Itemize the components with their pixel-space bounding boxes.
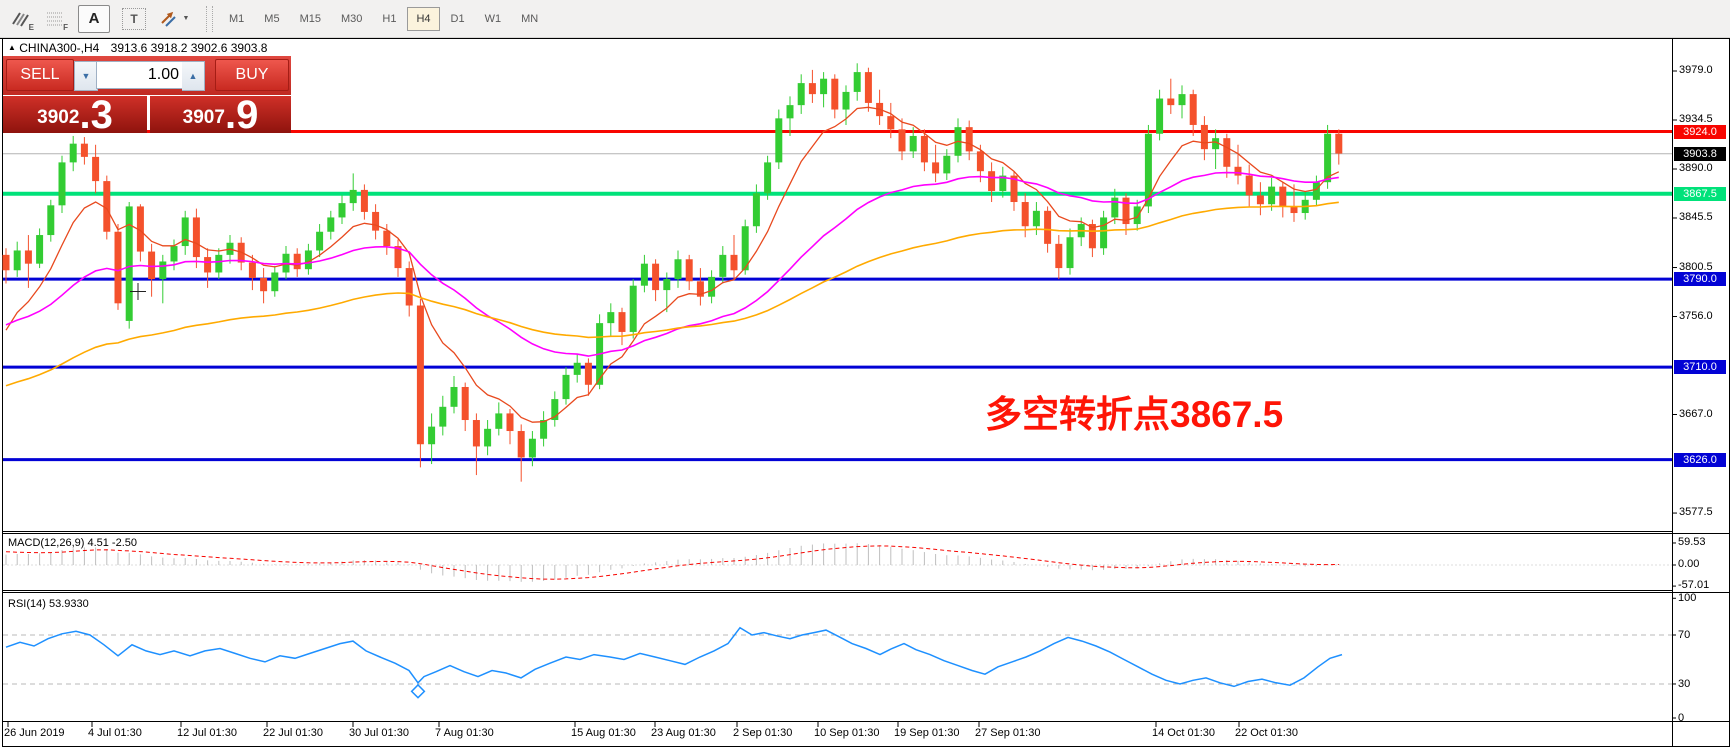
date-tick-27-Sep-01-30: 27 Sep 01:30: [975, 727, 1041, 739]
price-tick-3979.0: 3979.0: [1679, 64, 1713, 76]
date-tick-10-Sep-01-30: 10 Sep 01:30: [814, 727, 880, 739]
symbol-label: CHINA300-,H4: [19, 41, 100, 55]
timeframe-button-mn[interactable]: MN: [521, 12, 539, 25]
rsi-label: RSI(14) 53.9330: [8, 598, 89, 610]
date-tick-22-Jul-01-30: 22 Jul 01:30: [263, 727, 323, 739]
date-tick-2-Sep-01-30: 2 Sep 01:30: [733, 727, 793, 739]
collapse-triangle-icon[interactable]: ▲: [8, 43, 16, 52]
date-tick-22-Oct-01-30: 22 Oct 01:30: [1235, 727, 1298, 739]
trade-panel-top-row: SELL ▼ ▲ BUY: [3, 56, 291, 95]
price-tick-3845.5: 3845.5: [1679, 210, 1713, 223]
sell-price-display[interactable]: 3902 .3: [3, 93, 147, 137]
icon-sub-e: E: [28, 22, 34, 32]
timeframe-button-m5[interactable]: M5: [264, 12, 280, 25]
chart-title: ▲ CHINA300-,H4 3913.6 3918.2 3902.6 3903…: [8, 41, 267, 55]
price-badge-3867.5: 3867.5: [1674, 186, 1726, 201]
buy-price-int: 3907: [182, 107, 225, 128]
timeframe-button-m1[interactable]: M1: [229, 12, 245, 25]
date-tick-26-Jun-2019: 26 Jun 2019: [4, 727, 65, 739]
pattern-e-icon[interactable]: E: [8, 7, 34, 32]
date-tick-7-Aug-01-30: 7 Aug 01:30: [435, 727, 494, 739]
ohlc-values: 3913.6 3918.2 3902.6 3903.8: [110, 41, 268, 55]
timeframe-row: M1 M5 M15 M30 H1 H4 D1 W1 MN: [219, 6, 548, 31]
price-badge-3626.0: 3626.0: [1674, 452, 1726, 467]
volume-increase-button[interactable]: ▲: [182, 61, 205, 91]
macd-tick-0.00: 0.00: [1678, 558, 1700, 570]
volume-input[interactable]: [96, 61, 185, 89]
sell-button[interactable]: SELL: [6, 59, 74, 91]
arrow-tools-icon[interactable]: ▼: [154, 7, 194, 31]
timeframe-button-h1[interactable]: H1: [382, 12, 397, 25]
date-tick-30-Jul-01-30: 30 Jul 01:30: [349, 727, 409, 739]
timeframe-button-h4[interactable]: H4: [407, 6, 440, 31]
date-tick-23-Aug-01-30: 23 Aug 01:30: [651, 727, 716, 739]
price-tick-3756.0: 3756.0: [1679, 309, 1713, 322]
buy-price-display[interactable]: 3907 .9: [150, 93, 291, 137]
rsi-tick-70: 70: [1678, 629, 1691, 641]
toolbar-separator: [206, 5, 213, 32]
rsi-tick-100: 100: [1678, 592, 1697, 605]
macd-label: MACD(12,26,9) 4.51 -2.50: [8, 537, 138, 549]
date-tick-14-Oct-01-30: 14 Oct 01:30: [1152, 727, 1215, 739]
icon-sub-f: F: [63, 22, 68, 32]
chart-annotation-text: 多空转折点3867.5: [985, 394, 1284, 435]
rsi-panel-top-border: [2, 592, 1730, 593]
date-tick-12-Jul-01-30: 12 Jul 01:30: [177, 727, 237, 739]
price-badge-3924.0: 3924.0: [1674, 124, 1726, 139]
timeframe-button-w1[interactable]: W1: [484, 12, 502, 25]
diamond-marker: [410, 683, 426, 699]
textbox-icon[interactable]: T: [122, 7, 146, 30]
rsi-tick-0: 0: [1678, 712, 1685, 724]
price-tick-3890.0: 3890.0: [1679, 161, 1713, 174]
axis-border: [1672, 38, 1673, 746]
buy-button[interactable]: BUY: [215, 59, 289, 91]
timeframe-button-d1[interactable]: D1: [450, 12, 465, 25]
timeframe-button-m15[interactable]: M15: [299, 12, 321, 25]
window-top-border: [0, 38, 1730, 39]
timeframe-button-m30[interactable]: M30: [340, 12, 363, 25]
date-tick-4-Jul-01-30: 4 Jul 01:30: [88, 727, 142, 739]
buy-price-frac: .9: [224, 93, 259, 137]
sell-price-frac: .3: [79, 93, 113, 137]
macd-panel-bottom-border: [2, 590, 1672, 591]
sell-price-int: 3902: [37, 107, 80, 128]
date-tick-19-Sep-01-30: 19 Sep 01:30: [894, 727, 960, 739]
macd-tick-59.53: 59.53: [1678, 535, 1706, 548]
grid-f-icon[interactable]: F: [42, 7, 68, 32]
price-tick-3577.5: 3577.5: [1679, 506, 1713, 519]
text-label-icon[interactable]: A: [78, 4, 110, 33]
price-badge-3790.0: 3790.0: [1674, 272, 1726, 287]
rsi-tick-30: 30: [1678, 677, 1691, 690]
price-tick-3667.0: 3667.0: [1679, 407, 1713, 420]
macd-tick--57.01: -57.01: [1678, 579, 1710, 592]
price-badge-3710.0: 3710.0: [1674, 360, 1726, 375]
trade-panel: SELL ▼ ▲ BUY 3902 .3 3907 .9: [3, 56, 291, 137]
price-tick-3934.5: 3934.5: [1679, 112, 1713, 125]
volume-decrease-button[interactable]: ▼: [74, 61, 98, 91]
main-panel-bottom-border: [2, 531, 1672, 532]
price-badge-3903.8: 3903.8: [1674, 146, 1726, 161]
rsi-panel-bottom-border: [2, 721, 1730, 722]
toolbar: E F A T ▼ M1 M5 M15 M30 H1 H4 D1 W1 MN: [0, 0, 1730, 38]
chevron-down-icon: ▼: [182, 15, 190, 22]
window-left-border: [2, 38, 3, 746]
macd-panel-top-border: [2, 533, 1730, 534]
date-tick-15-Aug-01-30: 15 Aug 01:30: [571, 727, 636, 739]
price-tick-3800.5: 3800.5: [1679, 260, 1713, 273]
